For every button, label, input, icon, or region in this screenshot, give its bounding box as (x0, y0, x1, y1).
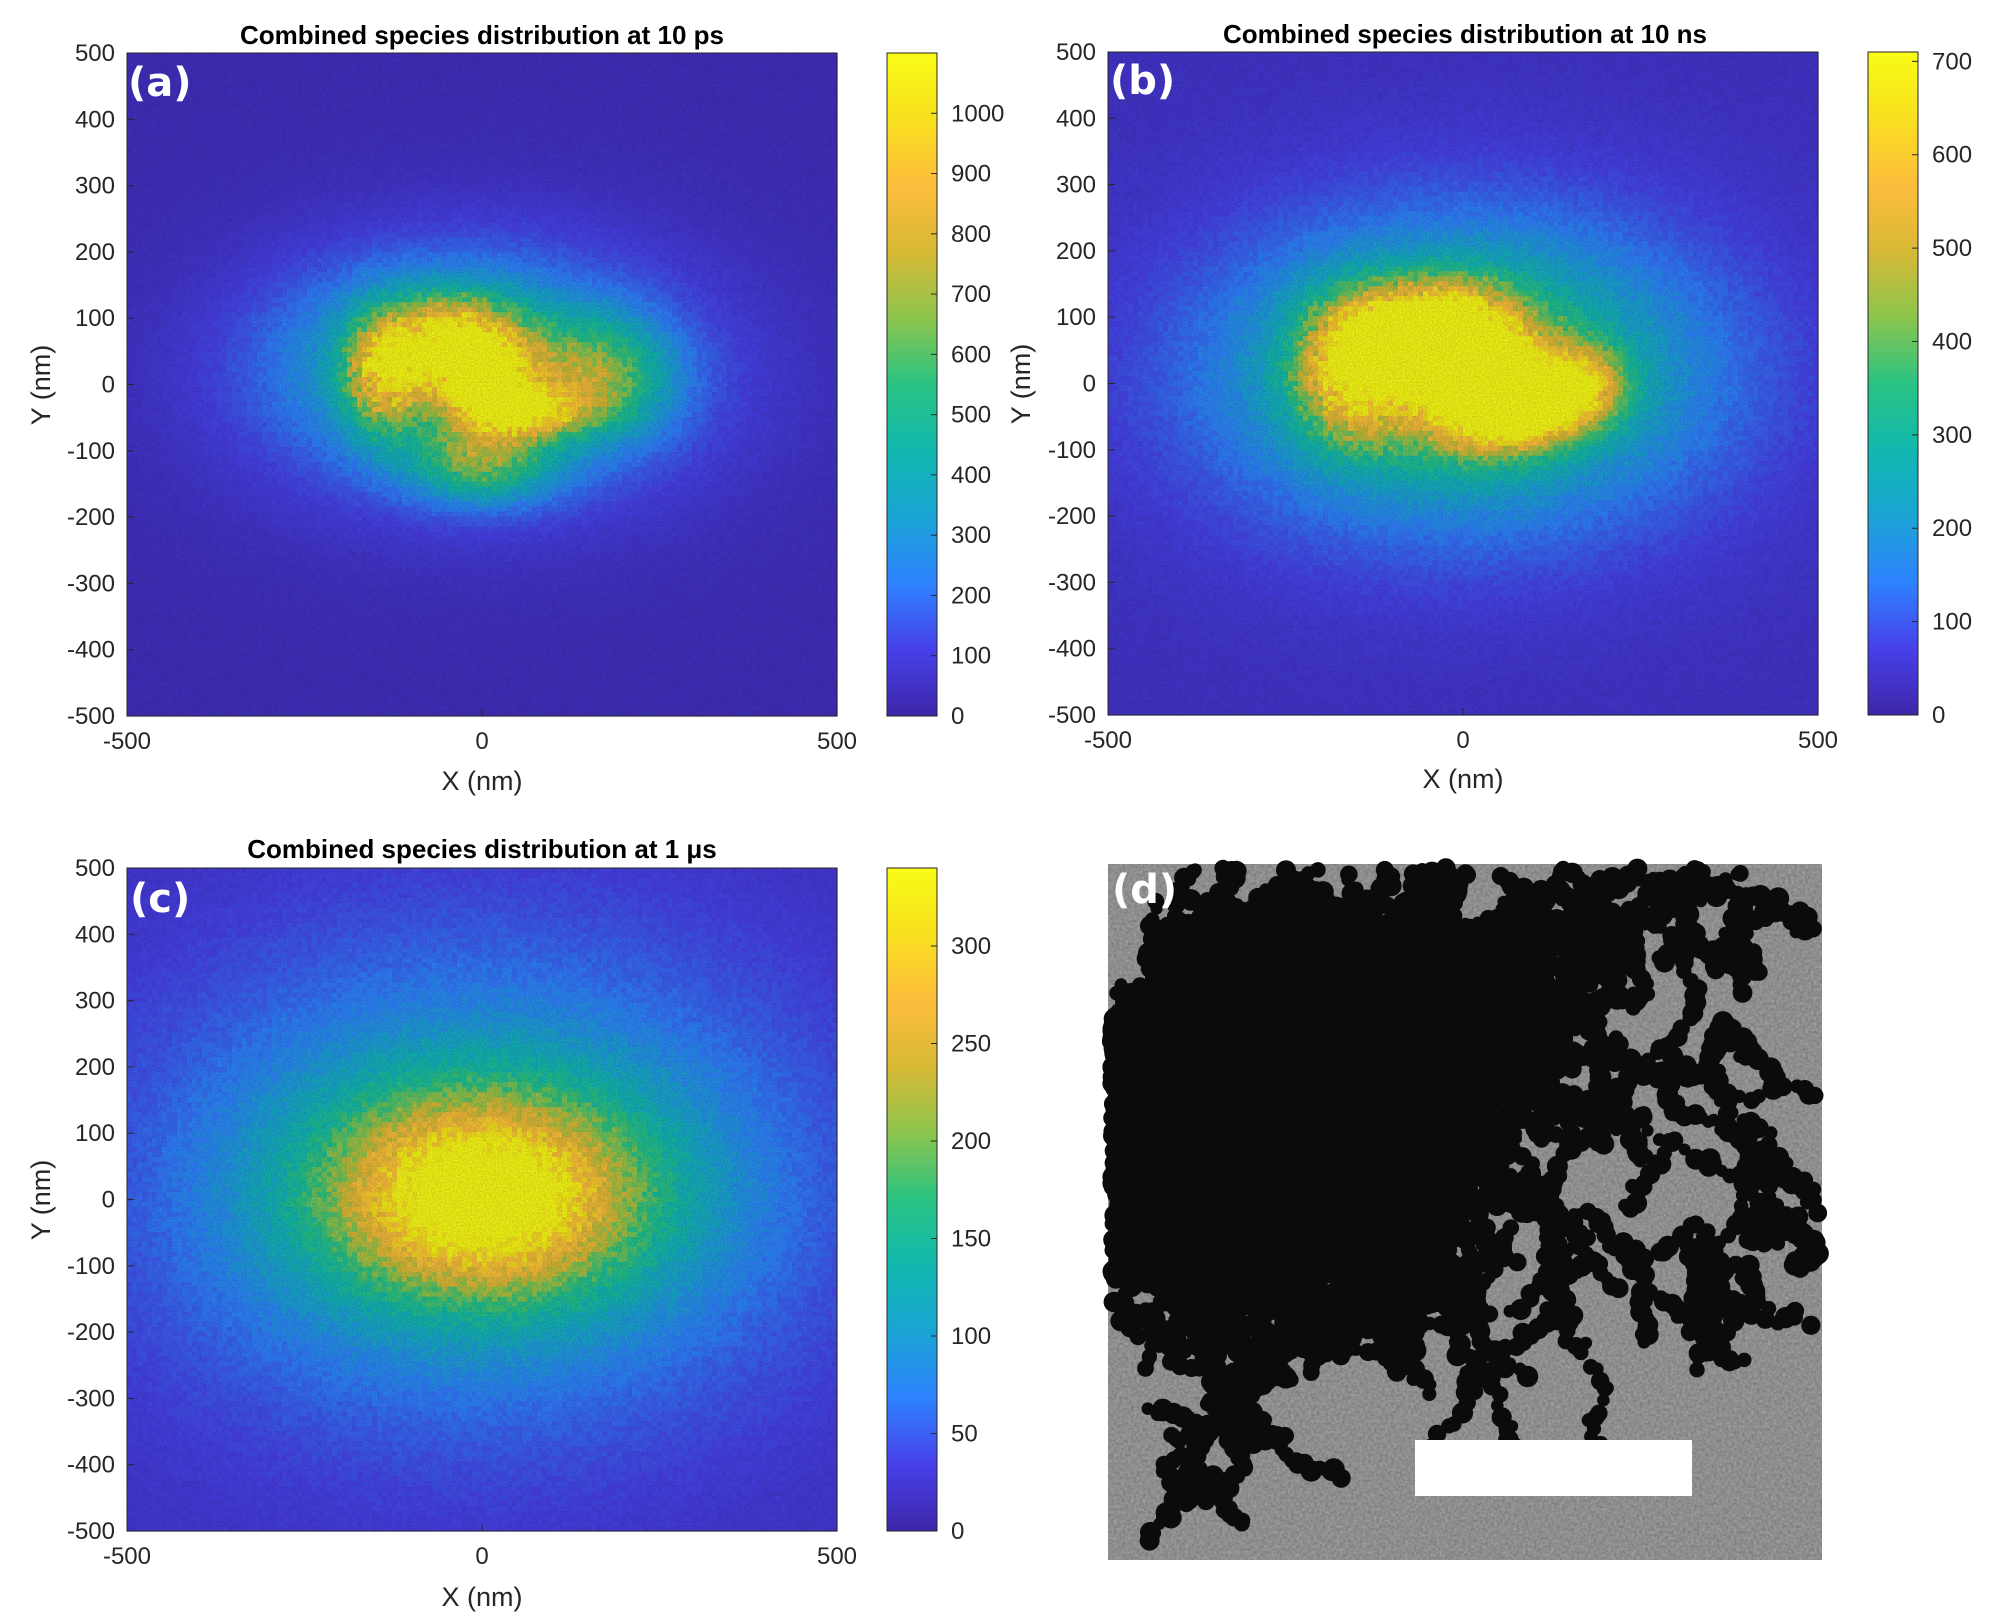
chart-title: Combined species distribution at 10 ps (240, 20, 724, 50)
heatmap-field (127, 53, 838, 717)
panel-a: Combined species distribution at 10 ps (… (26, 20, 1004, 796)
